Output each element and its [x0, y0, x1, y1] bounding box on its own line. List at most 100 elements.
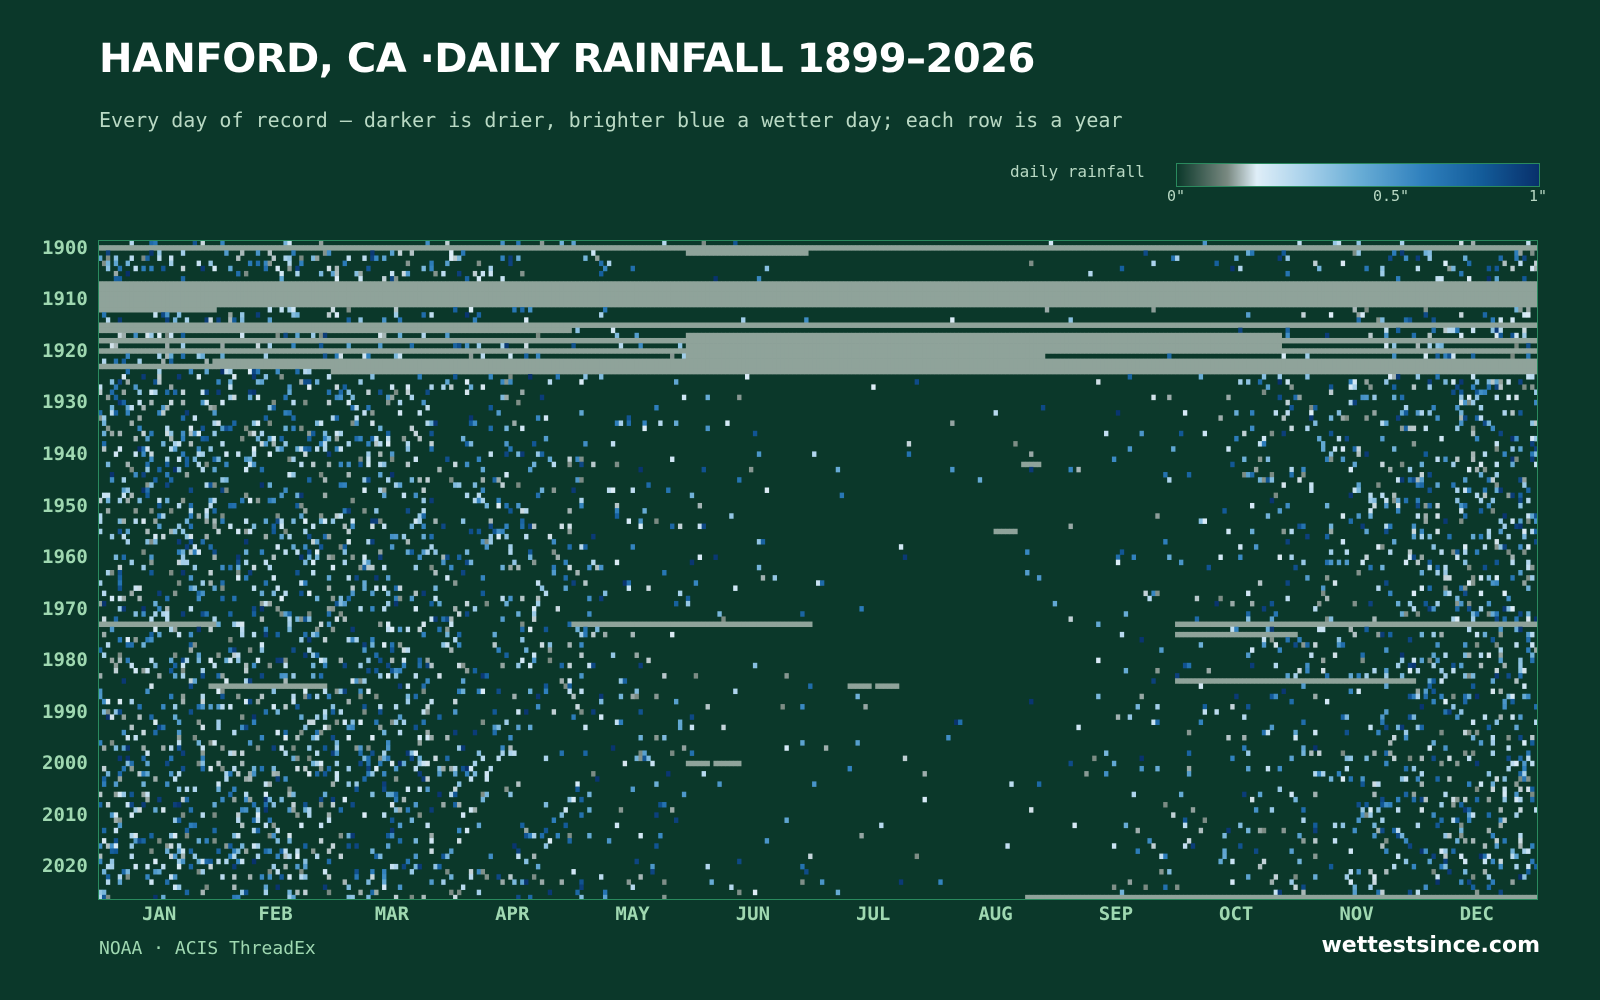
missing-day-cell	[788, 286, 793, 292]
missing-day-cell	[1328, 358, 1334, 365]
missing-day-cell	[1076, 343, 1081, 349]
missing-day-cell	[204, 307, 209, 313]
missing-day-cell	[843, 291, 848, 298]
missing-day-cell	[464, 337, 470, 344]
missing-day-cell	[1139, 343, 1144, 349]
missing-day-cell	[1131, 296, 1136, 303]
missing-day-cell	[733, 296, 738, 303]
missing-day-cell	[1395, 245, 1401, 251]
missing-day-cell	[559, 358, 564, 365]
missing-day-cell	[733, 250, 738, 256]
missing-day-cell	[729, 301, 734, 308]
missing-day-cell	[382, 296, 387, 303]
missing-day-cell	[575, 245, 580, 251]
missing-day-cell	[453, 281, 458, 287]
missing-day-cell	[733, 348, 738, 354]
missing-day-cell	[295, 245, 300, 251]
missing-day-cell	[689, 322, 695, 328]
missing-day-cell	[1257, 358, 1263, 365]
missing-day-cell	[342, 348, 347, 354]
missing-day-cell	[1399, 245, 1405, 251]
missing-day-cell	[224, 348, 229, 354]
missing-day-cell	[729, 296, 734, 303]
missing-day-cell	[768, 353, 774, 359]
missing-day-cell	[255, 291, 261, 298]
missing-day-cell	[606, 296, 612, 303]
missing-day-cell	[212, 327, 217, 334]
missing-day-cell	[1226, 296, 1231, 303]
missing-day-cell	[1194, 301, 1200, 308]
missing-day-cell	[725, 301, 730, 308]
missing-day-cell	[1380, 301, 1385, 308]
missing-day-cell	[606, 363, 612, 370]
missing-day-cell	[713, 337, 718, 344]
missing-day-cell	[985, 337, 991, 344]
missing-day-cell	[946, 281, 951, 287]
missing-day-cell	[1036, 332, 1042, 339]
missing-day-cell	[602, 348, 608, 354]
missing-day-cell	[374, 281, 379, 287]
missing-day-cell	[267, 301, 272, 308]
missing-day-cell	[875, 296, 880, 303]
missing-day-cell	[1305, 291, 1310, 298]
missing-day-cell	[674, 322, 679, 328]
missing-day-cell	[437, 296, 442, 303]
missing-day-cell	[117, 296, 123, 303]
missing-day-cell	[1230, 322, 1235, 328]
missing-day-cell	[1506, 286, 1511, 292]
missing-day-cell	[658, 281, 663, 287]
rain-day-cell	[681, 353, 687, 359]
missing-day-cell	[776, 281, 781, 287]
missing-day-cell	[1119, 343, 1125, 349]
missing-day-cell	[460, 286, 466, 292]
missing-day-cell	[1198, 363, 1204, 370]
missing-day-cell	[1344, 363, 1350, 370]
missing-day-cell	[1486, 348, 1492, 354]
missing-day-cell	[1178, 296, 1184, 303]
missing-day-cell	[954, 343, 959, 349]
missing-day-cell	[1407, 363, 1413, 370]
missing-day-cell	[539, 363, 545, 370]
missing-day-cell	[453, 301, 458, 308]
missing-day-cell	[1522, 296, 1527, 303]
missing-day-cell	[98, 281, 103, 287]
missing-day-cell	[583, 363, 588, 370]
missing-day-cell	[1439, 322, 1444, 328]
missing-day-cell	[1289, 322, 1294, 328]
missing-day-cell	[346, 348, 351, 354]
missing-day-cell	[697, 296, 703, 303]
missing-day-cell	[307, 301, 312, 308]
missing-day-cell	[1502, 281, 1507, 287]
rain-day-cell	[153, 312, 158, 318]
missing-day-cell	[1364, 358, 1369, 365]
missing-day-cell	[890, 291, 896, 298]
missing-day-cell	[1395, 281, 1401, 287]
missing-day-cell	[401, 327, 407, 334]
missing-day-cell	[745, 250, 750, 256]
missing-day-cell	[819, 296, 825, 303]
missing-day-cell	[1348, 281, 1353, 287]
missing-day-cell	[563, 291, 568, 298]
missing-day-cell	[1399, 322, 1405, 328]
missing-day-cell	[1092, 358, 1097, 365]
missing-day-cell	[1198, 348, 1204, 354]
missing-day-cell	[291, 348, 296, 354]
missing-day-cell	[386, 327, 391, 334]
missing-day-cell	[1178, 301, 1184, 308]
missing-day-cell	[1340, 296, 1346, 303]
missing-day-cell	[117, 281, 123, 287]
missing-day-cell	[859, 301, 864, 308]
missing-day-cell	[958, 358, 963, 365]
missing-day-cell	[421, 286, 426, 292]
missing-day-cell	[1064, 281, 1069, 287]
missing-day-cell	[1388, 281, 1393, 287]
rain-day-cell	[429, 265, 434, 272]
missing-day-cell	[204, 301, 209, 308]
missing-day-cell	[898, 348, 904, 354]
missing-day-cell	[1293, 358, 1298, 365]
missing-day-cell	[551, 286, 557, 292]
missing-day-cell	[902, 332, 908, 339]
missing-day-cell	[101, 337, 107, 344]
missing-day-cell	[1123, 245, 1129, 251]
missing-day-cell	[433, 337, 438, 344]
